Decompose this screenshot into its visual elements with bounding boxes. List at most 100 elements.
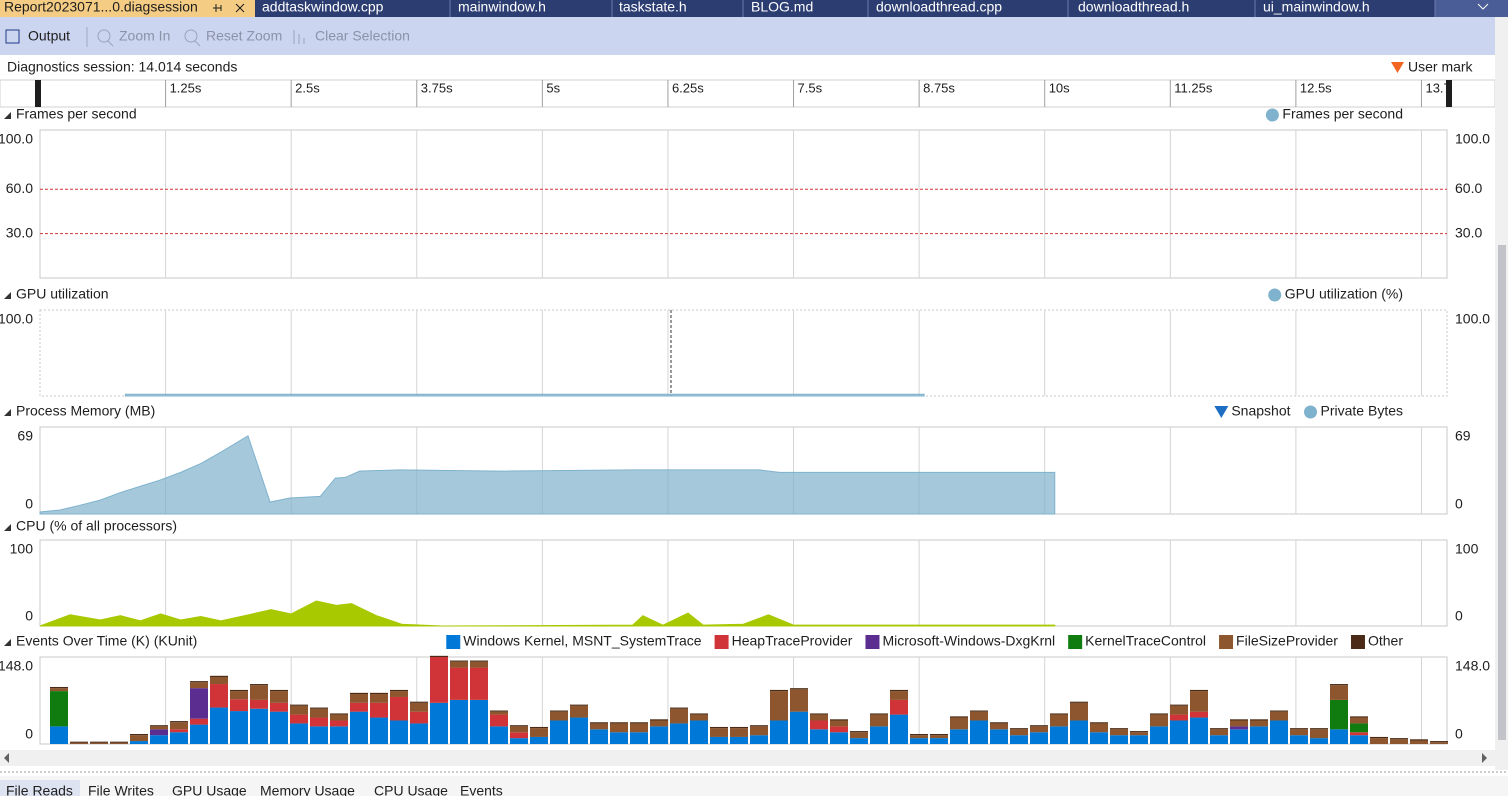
event-bar-segment xyxy=(50,688,68,692)
tab-label[interactable]: downloadthread.cpp xyxy=(876,0,1002,15)
event-bar-segment xyxy=(1050,714,1068,727)
collapse-arrow[interactable] xyxy=(4,112,11,119)
panel-title: Frames per second xyxy=(16,106,137,122)
horizontal-scrollbar[interactable] xyxy=(0,750,1495,766)
tab-label[interactable]: addtaskwindow.cpp xyxy=(262,0,384,15)
event-bar-segment xyxy=(590,729,608,744)
scroll-thumb[interactable] xyxy=(1498,245,1506,740)
panel-title: CPU (% of all processors) xyxy=(16,518,177,534)
event-bar-segment xyxy=(690,720,708,744)
event-bar-segment xyxy=(370,694,388,703)
bottom-tab[interactable]: Memory Usage xyxy=(260,783,355,796)
event-bar-segment xyxy=(870,713,888,715)
event-bar-segment xyxy=(1090,732,1108,744)
collapse-arrow[interactable] xyxy=(4,409,11,416)
bottom-tab[interactable]: Events xyxy=(460,783,503,796)
tab-label[interactable]: Report2023071...0.diagsession xyxy=(4,0,198,15)
event-bar-segment xyxy=(450,667,468,700)
event-bar-segment xyxy=(590,723,608,730)
ruler xyxy=(0,79,1496,108)
event-bar-segment xyxy=(750,735,768,744)
tab-label[interactable]: mainwindow.h xyxy=(458,0,546,15)
ruler-tick-label: 11.25s xyxy=(1174,80,1213,95)
event-bar-segment xyxy=(1170,704,1188,706)
event-bar-segment xyxy=(1170,705,1188,715)
collapse-arrow[interactable] xyxy=(4,524,11,531)
event-bar-segment xyxy=(810,729,828,744)
event-bar-segment xyxy=(690,713,708,715)
series-area xyxy=(39,435,1056,515)
event-bar-segment xyxy=(610,732,628,744)
event-bar-segment xyxy=(630,723,648,733)
event-bar-segment xyxy=(830,726,848,733)
event-bar-segment xyxy=(930,735,948,739)
event-bar-segment xyxy=(1350,735,1368,744)
y-tick-label: 148.0 xyxy=(0,658,33,674)
tab-label[interactable]: BLOG.md xyxy=(751,0,813,15)
event-bar-segment xyxy=(430,702,448,744)
close-icon xyxy=(235,3,245,13)
output-icon xyxy=(5,29,20,44)
tab-label[interactable]: downloadthread.h xyxy=(1078,0,1189,15)
collapse-arrow[interactable] xyxy=(4,639,11,646)
event-bar-segment xyxy=(710,736,728,744)
plot-area xyxy=(39,539,1448,627)
event-bar-segment xyxy=(1270,711,1288,721)
event-bar-segment xyxy=(1250,719,1268,721)
event-bar-segment xyxy=(1210,729,1228,736)
bottom-tab-bar xyxy=(0,776,1508,796)
event-bar-segment xyxy=(150,735,168,744)
event-bar-segment xyxy=(730,728,748,737)
toolbar xyxy=(0,17,1508,55)
y-tick-label: 0 xyxy=(25,496,33,512)
event-bar-segment xyxy=(1030,726,1048,733)
ruler-tick-label: 12.5s xyxy=(1300,80,1332,95)
event-bar-segment xyxy=(1150,714,1168,727)
event-bar-segment xyxy=(490,726,508,744)
legend-label: Snapshot xyxy=(1231,403,1290,419)
event-bar-segment xyxy=(230,689,248,692)
toolbar-button[interactable]: Clear Selection xyxy=(315,28,410,44)
event-bar-segment xyxy=(670,723,688,744)
y-tick-label: 100.0 xyxy=(0,131,33,147)
event-bar-segment xyxy=(1010,729,1028,736)
event-bar-segment xyxy=(810,720,828,730)
event-bar-segment xyxy=(410,711,428,724)
legend-marker xyxy=(714,635,729,649)
y2-tick-label: 30.0 xyxy=(1455,224,1482,240)
toolbar-button[interactable]: Output xyxy=(28,28,70,44)
event-bar-segment xyxy=(1390,738,1408,740)
toolbar-button[interactable]: Zoom In xyxy=(119,28,170,44)
event-bar-segment xyxy=(230,711,248,744)
event-bar-segment xyxy=(1350,717,1368,724)
tab-overflow[interactable] xyxy=(1435,0,1508,17)
event-bar-segment xyxy=(1110,728,1128,730)
bottom-tab[interactable]: File Writes xyxy=(88,783,154,796)
tab-label[interactable]: ui_mainwindow.h xyxy=(1263,0,1370,15)
event-bar-segment xyxy=(1130,732,1148,736)
event-bar-segment xyxy=(630,722,648,724)
ruler-start-handle[interactable] xyxy=(35,80,41,107)
event-bar-segment xyxy=(90,741,108,743)
bottom-tab[interactable]: File Reads xyxy=(6,783,73,796)
ruler-tick-label: 1.25s xyxy=(170,80,202,95)
session-header xyxy=(0,55,1495,80)
event-bar-segment xyxy=(670,707,688,709)
legend-label: FileSizeProvider xyxy=(1236,633,1338,649)
y2-tick-label: 100.0 xyxy=(1455,131,1490,147)
scroll-right[interactable] xyxy=(1482,753,1487,763)
event-bar-segment xyxy=(1010,735,1028,744)
selected-bottom-tab[interactable] xyxy=(0,780,80,796)
scroll-left[interactable] xyxy=(4,753,9,763)
event-bar-segment xyxy=(570,717,588,744)
event-bar-segment xyxy=(190,681,208,683)
bottom-tab[interactable]: CPU Usage xyxy=(374,783,448,796)
event-bar-segment xyxy=(850,738,868,744)
tab-label[interactable]: taskstate.h xyxy=(619,0,687,15)
event-bar-segment xyxy=(130,734,148,736)
active-tab[interactable] xyxy=(0,0,255,17)
ruler-end-handle[interactable] xyxy=(1446,80,1452,107)
collapse-arrow[interactable] xyxy=(4,292,11,299)
bottom-tab[interactable]: GPU Usage xyxy=(172,783,247,796)
toolbar-button[interactable]: Reset Zoom xyxy=(206,28,282,44)
